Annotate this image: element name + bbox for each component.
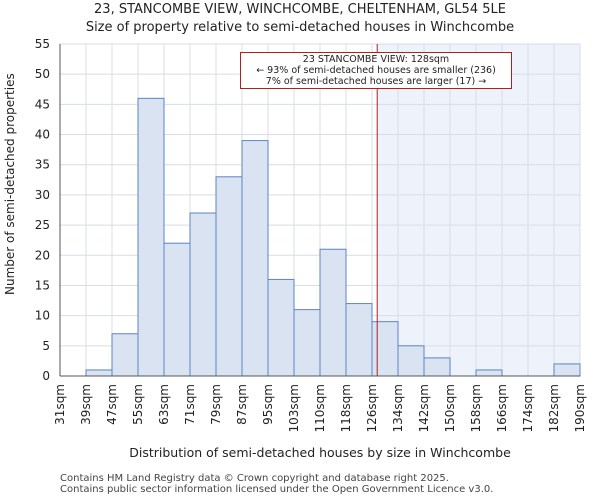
x-tick-label: 134sqm <box>391 384 405 432</box>
histogram-bar <box>423 357 451 377</box>
footer-copyright: Contains HM Land Registry data © Crown c… <box>60 473 449 484</box>
histogram-bar <box>189 212 217 377</box>
histogram-bar <box>111 333 139 377</box>
x-tick-label: 95sqm <box>261 384 275 425</box>
x-tick-label: 150sqm <box>443 384 457 432</box>
histogram-bar <box>345 303 373 377</box>
x-tick-label: 110sqm <box>313 384 327 432</box>
y-tick-label: 0 <box>42 369 50 383</box>
histogram-bar <box>553 363 581 377</box>
histogram-bar <box>215 176 243 377</box>
y-tick-label: 20 <box>35 248 50 262</box>
y-tick-label: 10 <box>35 309 50 323</box>
x-tick-label: 142sqm <box>417 384 431 432</box>
x-axis-label: Distribution of semi-detached houses by … <box>129 445 511 460</box>
histogram-bar <box>293 309 321 377</box>
x-tick-label: 190sqm <box>573 384 587 432</box>
x-tick-label: 71sqm <box>183 384 197 425</box>
histogram-bar <box>267 278 295 377</box>
footer-licence: Contains public sector information licen… <box>60 484 494 495</box>
x-tick-label: 47sqm <box>105 384 119 425</box>
histogram-bar <box>475 369 503 377</box>
annotation-line-3: 7% of semi-detached houses are larger (1… <box>265 76 487 87</box>
histogram-bar <box>163 242 191 377</box>
property-annotation-box: 23 STANCOMBE VIEW: 128sqm ← 93% of semi-… <box>240 52 512 89</box>
x-tick-label: 103sqm <box>287 384 301 432</box>
annotation-line-1: 23 STANCOMBE VIEW: 128sqm <box>302 54 450 65</box>
x-tick-label: 63sqm <box>157 384 171 425</box>
chart-title: Size of property relative to semi-detach… <box>85 20 515 35</box>
histogram-bar <box>137 97 165 377</box>
histogram-bar <box>241 140 269 377</box>
annotation-line-2: ← 93% of semi-detached houses are smalle… <box>256 65 496 76</box>
y-tick-label: 15 <box>35 278 50 292</box>
y-tick-label: 25 <box>35 218 50 232</box>
larger-region-shade <box>377 44 580 376</box>
x-tick-label: 182sqm <box>547 384 561 432</box>
x-tick-label: 87sqm <box>235 384 249 425</box>
y-tick-label: 45 <box>35 97 50 111</box>
histogram-bar <box>371 321 399 377</box>
x-tick-label: 39sqm <box>79 384 93 425</box>
chart-title-address: 23, STANCOMBE VIEW, WINCHCOMBE, CHELTENH… <box>94 2 506 17</box>
x-tick-label: 174sqm <box>521 384 535 432</box>
histogram-bar <box>397 345 425 377</box>
y-axis-label: Number of semi-detached properties <box>3 73 17 295</box>
x-tick-label: 158sqm <box>469 384 483 432</box>
x-tick-label: 118sqm <box>339 384 353 432</box>
histogram-bar <box>85 369 113 377</box>
y-tick-label: 50 <box>35 67 50 81</box>
x-tick-label: 126sqm <box>365 384 379 432</box>
y-tick-label: 5 <box>42 339 50 353</box>
y-tick-label: 55 <box>35 37 50 51</box>
x-tick-label: 31sqm <box>53 384 67 425</box>
x-tick-label: 79sqm <box>209 384 223 425</box>
y-tick-label: 35 <box>35 158 50 172</box>
x-tick-label: 55sqm <box>131 384 145 425</box>
x-tick-label: 166sqm <box>495 384 509 432</box>
y-tick-label: 40 <box>35 128 50 142</box>
histogram-bar <box>319 248 347 377</box>
y-tick-label: 30 <box>35 188 50 202</box>
